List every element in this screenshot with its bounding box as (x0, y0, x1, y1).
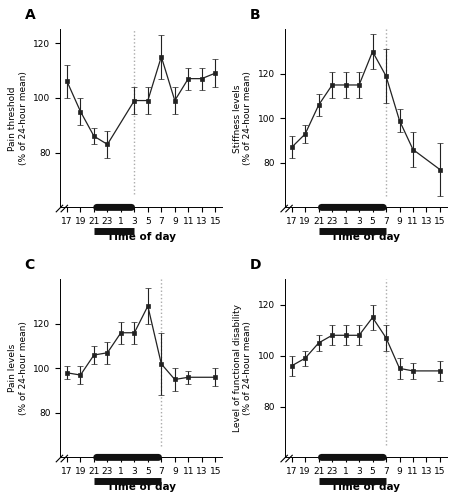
Y-axis label: Pain threshold
(% of 24-hour mean): Pain threshold (% of 24-hour mean) (8, 72, 28, 166)
X-axis label: Time of day: Time of day (331, 482, 400, 492)
Text: C: C (25, 258, 35, 272)
X-axis label: Time of day: Time of day (331, 232, 400, 241)
Y-axis label: Level of functional disability
(% of 24-hour mean): Level of functional disability (% of 24-… (233, 304, 253, 432)
Y-axis label: Pain levels
(% of 24-hour mean): Pain levels (% of 24-hour mean) (8, 322, 28, 416)
Text: D: D (249, 258, 261, 272)
Text: A: A (25, 8, 35, 22)
Text: B: B (249, 8, 260, 22)
Y-axis label: Stiffness levels
(% of 24-hour mean): Stiffness levels (% of 24-hour mean) (233, 72, 253, 166)
X-axis label: Time of day: Time of day (106, 232, 176, 241)
X-axis label: Time of day: Time of day (106, 482, 176, 492)
